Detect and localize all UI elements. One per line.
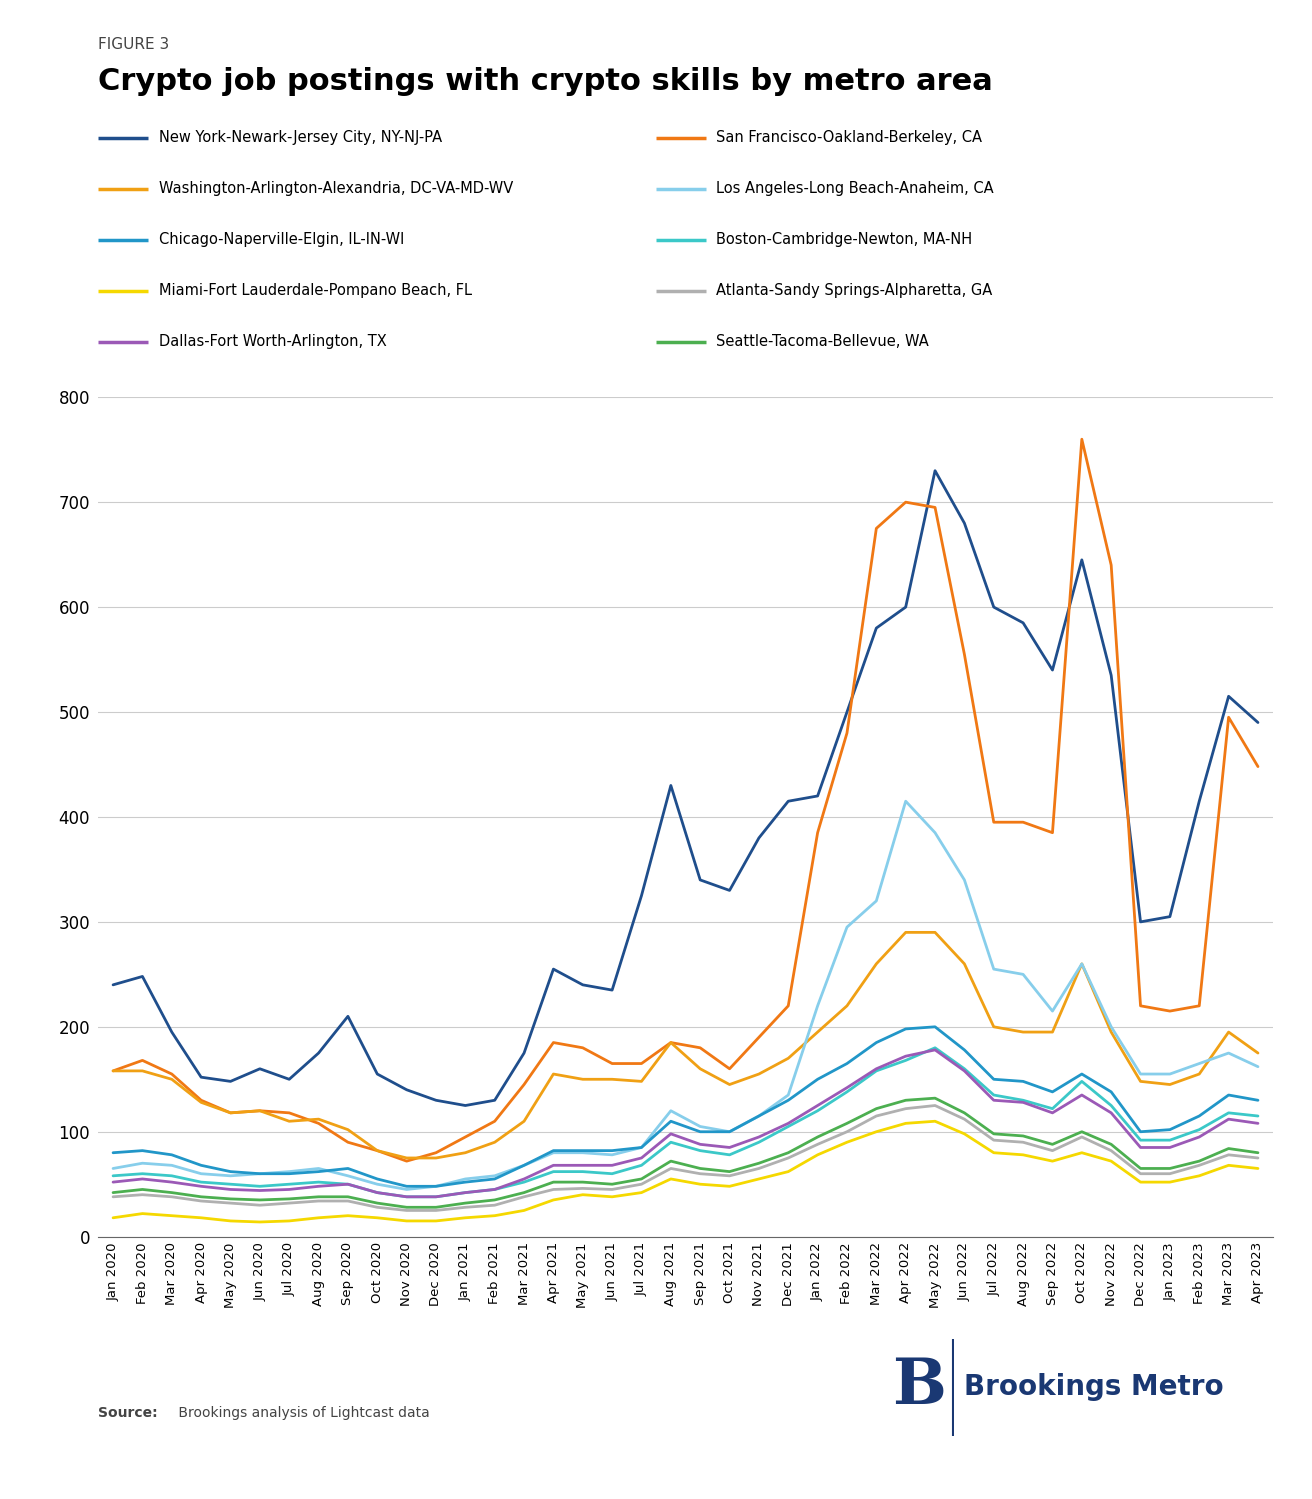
Text: Miami-Fort Lauderdale-Pompano Beach, FL: Miami-Fort Lauderdale-Pompano Beach, FL [159,283,472,298]
Text: Atlanta-Sandy Springs-Alpharetta, GA: Atlanta-Sandy Springs-Alpharetta, GA [716,283,993,298]
Text: Los Angeles-Long Beach-Anaheim, CA: Los Angeles-Long Beach-Anaheim, CA [716,181,994,196]
Text: FIGURE 3: FIGURE 3 [98,37,169,52]
Text: Chicago-Naperville-Elgin, IL-IN-WI: Chicago-Naperville-Elgin, IL-IN-WI [159,232,404,247]
Text: Seattle-Tacoma-Bellevue, WA: Seattle-Tacoma-Bellevue, WA [716,334,929,349]
Text: San Francisco-Oakland-Berkeley, CA: San Francisco-Oakland-Berkeley, CA [716,130,983,145]
Text: Crypto job postings with crypto skills by metro area: Crypto job postings with crypto skills b… [98,67,993,96]
Text: Brookings Metro: Brookings Metro [964,1373,1224,1400]
Text: New York-Newark-Jersey City, NY-NJ-PA: New York-Newark-Jersey City, NY-NJ-PA [159,130,442,145]
Text: Dallas-Fort Worth-Arlington, TX: Dallas-Fort Worth-Arlington, TX [159,334,387,349]
Text: Source:: Source: [98,1406,157,1420]
Text: Boston-Cambridge-Newton, MA-NH: Boston-Cambridge-Newton, MA-NH [716,232,972,247]
Text: Brookings analysis of Lightcast data: Brookings analysis of Lightcast data [174,1406,430,1420]
Text: Washington-Arlington-Alexandria, DC-VA-MD-WV: Washington-Arlington-Alexandria, DC-VA-M… [159,181,513,196]
Text: B: B [892,1357,946,1417]
